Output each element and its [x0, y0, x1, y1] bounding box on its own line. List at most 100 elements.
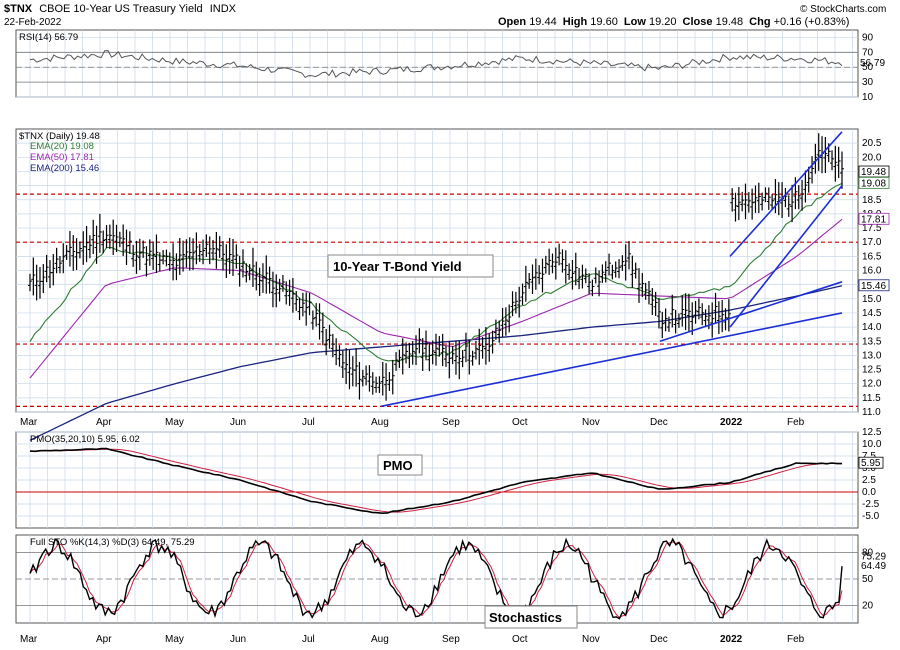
rsi-series [29, 50, 843, 79]
axes: 10 30 50 70 90 56.79 11.0 11.5 12.0 12.5 13.0 13.5 1… [20, 32, 890, 645]
x-axis-label: Apr [96, 417, 112, 428]
sto-title: Full STO %K(14,3) %D(3) 64.49, 75.29 [30, 537, 195, 548]
sto-value-tag-label: 75.29 [861, 552, 886, 563]
legend-ema50: EMA(50) 17.81 [30, 152, 94, 163]
price-tick-label: 16.5 [862, 251, 882, 262]
x-axis-label: Aug [371, 417, 389, 428]
price-value-tag [858, 279, 890, 292]
sto-annotation: Stochastics [489, 610, 562, 625]
price-value-tag [858, 176, 890, 189]
price-tick-label: 20.5 [862, 138, 882, 149]
pmo-series [29, 447, 843, 515]
legend-ema20: EMA(20) 19.08 [30, 141, 94, 152]
price-value-tag-label: 19.08 [861, 178, 886, 189]
price-tick-label: 11.5 [862, 393, 881, 404]
x-axis-label: 2022 [720, 417, 743, 428]
price-tick-label: 14.0 [862, 322, 882, 333]
pmo-tick-label: -5.0 [862, 511, 880, 522]
price-tick-label: 16.0 [862, 266, 882, 277]
price-tick-label: 13.0 [862, 350, 882, 361]
x-axis-label: Feb [787, 417, 805, 428]
price-tick-label: 20.0 [862, 152, 882, 163]
pmo-tick-label: 10.0 [862, 439, 882, 450]
price-value-tag-label: 15.46 [861, 281, 886, 292]
sto-tick-label: 50 [862, 574, 874, 585]
price-value-tag-label: 17.81 [861, 214, 886, 225]
x-axis-label: May [165, 634, 184, 645]
pmo-tick-label: 12.5 [862, 427, 882, 438]
x-axis-label: Sep [442, 417, 460, 428]
x-axis-label: Feb [787, 634, 805, 645]
ticker-line: $TNX CBOE 10-Year US Treasury Yield INDX [4, 3, 237, 15]
price-tick-label: 14.5 [862, 308, 882, 319]
rsi-tick-label: 50 [862, 62, 874, 73]
sto-k-line [29, 537, 843, 620]
sto-d-line [29, 541, 843, 619]
trend-line [729, 185, 843, 328]
rsi-tick-label: 70 [862, 47, 874, 58]
pmo-tick-label: 0.0 [862, 487, 876, 498]
x-axis-label: Nov [582, 417, 600, 428]
price-value-tag-label: 19.48 [861, 167, 886, 178]
pmo-tick-label: 2.5 [862, 475, 876, 486]
price-annotation-box [327, 254, 494, 278]
sto-tick-label: 20 [862, 600, 874, 611]
trend-line [380, 312, 843, 408]
x-axis-label: Oct [512, 417, 528, 428]
x-axis-label: Sep [442, 634, 460, 645]
pmo-signal-line [29, 448, 843, 513]
price-tick-label: 11.0 [862, 407, 881, 418]
price-tick-label: 12.0 [862, 379, 882, 390]
pmo-line [29, 447, 842, 515]
stochastics-series [29, 537, 843, 620]
x-axis-label: Jun [230, 417, 246, 428]
x-axis-label: May [165, 417, 184, 428]
pmo-value-tag [858, 456, 884, 469]
price-tick-label: 12.5 [862, 365, 882, 376]
price-tick-label: 13.5 [862, 336, 882, 347]
pmo-value-tag-label: 5.95 [861, 458, 881, 469]
rsi-tick-label: 30 [862, 77, 874, 88]
price-value-tag [858, 212, 890, 225]
x-axis-label: Mar [20, 634, 38, 645]
pmo-annotation-box [377, 454, 423, 476]
x-axis-label: Dec [650, 634, 668, 645]
sto-value-tag-label: 64.49 [861, 561, 886, 572]
pmo-annotation: PMO [383, 458, 413, 473]
x-axis-label: Nov [582, 634, 600, 645]
price-annotation: 10-Year T-Bond Yield [333, 259, 462, 274]
chart-date: 22-Feb-2022 [4, 17, 62, 28]
chart-header: $TNX CBOE 10-Year US Treasury Yield INDX… [4, 3, 886, 28]
x-axis-label: Oct [512, 634, 528, 645]
x-axis-label: Dec [650, 417, 668, 428]
x-axis-label: Jun [230, 634, 246, 645]
pmo-title: PMO(35,20,10) 5.95, 6.02 [30, 434, 140, 445]
ohlc-readout: Open 19.44 High 19.60 Low 19.20 Close 19… [498, 16, 849, 28]
x-axis-label: Jul [302, 417, 315, 428]
price-tick-label: 17.5 [862, 223, 882, 234]
watermark: © StockCharts.com [800, 4, 886, 15]
price-title: $TNX (Daily) 19.48 [19, 131, 100, 142]
sto-tick-label: 80 [862, 548, 874, 559]
rsi-title: RSI(14) 56.79 [19, 32, 78, 43]
rsi-panel [15, 29, 859, 98]
x-axis-label: Apr [96, 634, 112, 645]
pmo-tick-label: -2.5 [862, 499, 880, 510]
rsi-line [29, 50, 843, 79]
price-tick-label: 15.0 [862, 294, 882, 305]
legend-ema200: EMA(200) 15.46 [30, 163, 99, 174]
rsi-tick-label: 10 [862, 92, 874, 103]
x-axis-label: Aug [371, 634, 389, 645]
price-tick-label: 17.0 [862, 237, 882, 248]
x-axis-label: Mar [20, 417, 38, 428]
pmo-tick-label: 7.5 [862, 451, 876, 462]
x-axis-label: Jul [302, 634, 315, 645]
rsi-tick-label: 90 [862, 32, 874, 43]
rsi-current-value: 56.79 [860, 58, 885, 69]
sto-annotation-box [484, 605, 578, 629]
price-tick-label: 18.5 [862, 195, 882, 206]
x-axis-label: 2022 [720, 634, 743, 645]
trend-line [729, 131, 843, 257]
price-series [16, 131, 858, 441]
